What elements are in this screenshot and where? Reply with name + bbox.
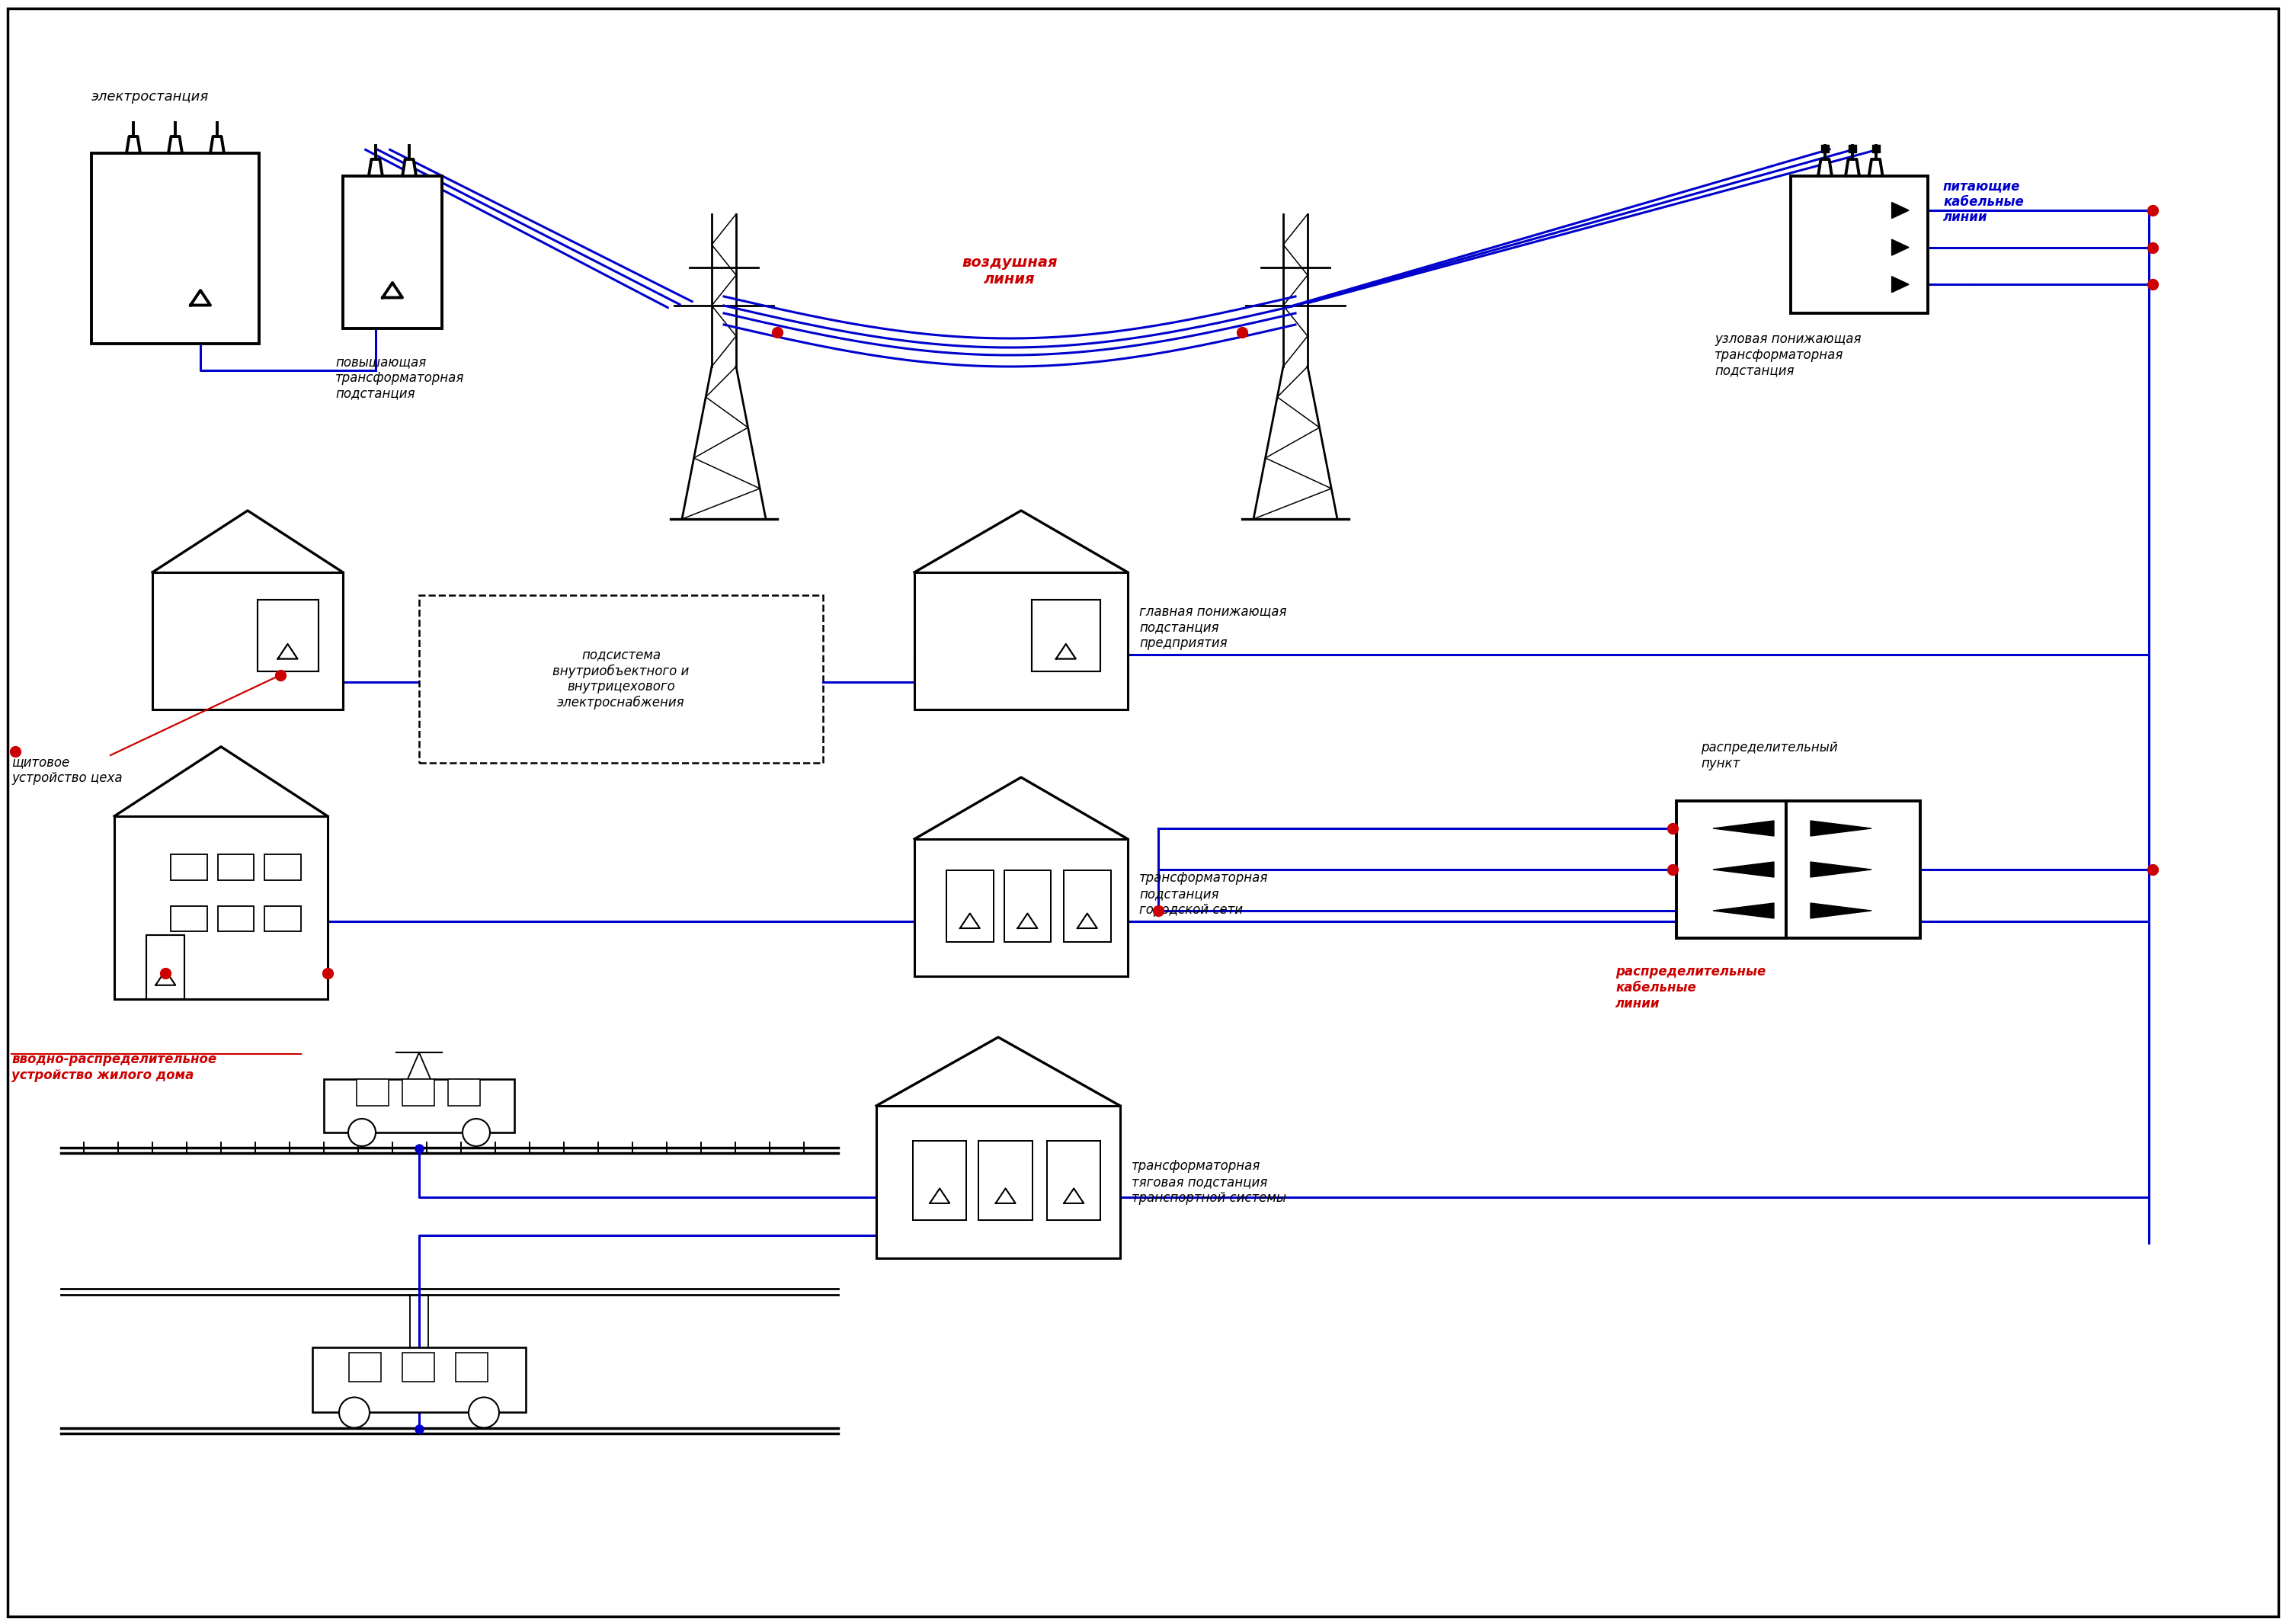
Polygon shape: [1893, 203, 1909, 218]
Polygon shape: [1077, 913, 1097, 929]
Text: узловая понижающая
трансформаторная
подстанция: узловая понижающая трансформаторная подс…: [1714, 333, 1861, 378]
Polygon shape: [930, 1189, 949, 1203]
Bar: [978, 1140, 1033, 1220]
Bar: [1785, 801, 1920, 939]
Polygon shape: [1811, 903, 1872, 918]
Bar: [1822, 145, 1829, 153]
Polygon shape: [960, 913, 981, 929]
Bar: [256, 599, 318, 671]
Bar: [402, 1353, 434, 1382]
Polygon shape: [1893, 276, 1909, 292]
Bar: [402, 1078, 434, 1106]
Text: подсистема
внутриобъектного и
внутрицехового
электроснабжения: подсистема внутриобъектного и внутрицехо…: [553, 648, 690, 710]
Polygon shape: [1017, 913, 1038, 929]
Polygon shape: [402, 159, 416, 175]
Polygon shape: [1893, 239, 1909, 255]
Bar: [1031, 599, 1100, 671]
Bar: [1849, 145, 1856, 153]
Bar: [343, 175, 441, 328]
Polygon shape: [1817, 159, 1831, 175]
Bar: [1790, 175, 1927, 313]
Text: питающие
кабельные
линии: питающие кабельные линии: [1943, 179, 2023, 224]
Polygon shape: [279, 645, 297, 659]
Circle shape: [462, 1119, 489, 1147]
Polygon shape: [368, 159, 382, 175]
Bar: [217, 854, 254, 880]
Polygon shape: [190, 291, 210, 305]
Polygon shape: [997, 1189, 1015, 1203]
Text: вводно-распределительное
устройство жилого дома: вводно-распределительное устройство жило…: [11, 1052, 217, 1082]
Polygon shape: [1811, 820, 1872, 836]
Bar: [455, 1353, 487, 1382]
Bar: [265, 906, 302, 932]
Polygon shape: [1845, 159, 1859, 175]
Text: главная понижающая
подстанция
предприятия: главная понижающая подстанция предприяти…: [1138, 604, 1287, 650]
Bar: [1063, 870, 1111, 942]
Polygon shape: [1811, 862, 1872, 877]
Circle shape: [469, 1397, 498, 1427]
Polygon shape: [382, 283, 402, 297]
Polygon shape: [210, 136, 224, 153]
Bar: [1047, 1140, 1100, 1220]
Bar: [171, 906, 208, 932]
Bar: [1676, 801, 1785, 939]
Bar: [914, 572, 1127, 710]
Bar: [914, 840, 1127, 976]
Bar: [114, 817, 327, 999]
Bar: [325, 1078, 514, 1132]
Polygon shape: [126, 136, 139, 153]
Circle shape: [347, 1119, 375, 1147]
Bar: [217, 906, 254, 932]
Polygon shape: [1063, 1189, 1084, 1203]
Bar: [1004, 870, 1052, 942]
Text: повышающая
трансформаторная
подстанция: повышающая трансформаторная подстанция: [336, 356, 464, 401]
Bar: [912, 1140, 967, 1220]
Bar: [1872, 145, 1879, 153]
Text: щитовое
устройство цеха: щитовое устройство цеха: [11, 755, 123, 784]
Bar: [265, 854, 302, 880]
Bar: [448, 1078, 480, 1106]
Polygon shape: [155, 970, 176, 986]
Bar: [357, 1078, 389, 1106]
Bar: [146, 935, 185, 999]
Bar: [171, 854, 208, 880]
Text: распределительные
кабельные
линии: распределительные кабельные линии: [1616, 965, 1765, 1010]
Bar: [313, 1348, 526, 1413]
Text: электростанция: электростанция: [91, 89, 208, 104]
Polygon shape: [169, 136, 183, 153]
Polygon shape: [1056, 645, 1077, 659]
Text: трансформаторная
подстанция
городской сети: трансформаторная подстанция городской се…: [1138, 870, 1269, 916]
Circle shape: [338, 1397, 370, 1427]
Polygon shape: [1712, 903, 1774, 918]
Text: воздушная
линия: воздушная линия: [962, 255, 1058, 286]
Text: трансформаторная
тяговая подстанция
транспортной системы: трансформаторная тяговая подстанция тран…: [1132, 1160, 1287, 1205]
Bar: [876, 1106, 1120, 1259]
Polygon shape: [1712, 820, 1774, 836]
Bar: [418, 594, 823, 763]
Bar: [350, 1353, 382, 1382]
Polygon shape: [1870, 159, 1884, 175]
Polygon shape: [1712, 862, 1774, 877]
Bar: [946, 870, 994, 942]
Text: распределительный
пункт: распределительный пункт: [1701, 741, 1838, 770]
Bar: [153, 572, 343, 710]
Bar: [91, 153, 258, 344]
